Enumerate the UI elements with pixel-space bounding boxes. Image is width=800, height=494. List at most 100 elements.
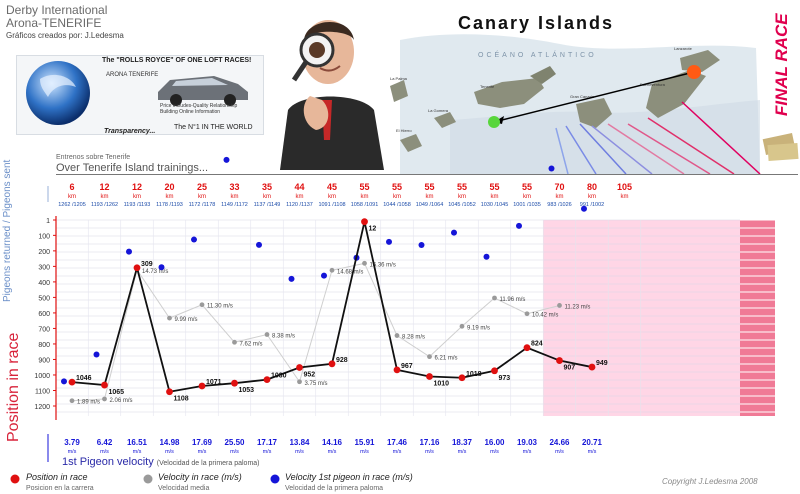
velocity-point bbox=[492, 295, 497, 301]
legend-velocity-marker bbox=[143, 474, 153, 484]
map-ocean-label: OCÉANO ATLÁNTICO bbox=[478, 52, 597, 59]
legend-position-label: Position in race bbox=[26, 472, 88, 482]
copyright: Copyright J.Ledesma 2008 bbox=[662, 477, 758, 486]
velocity-data-label: 1.89 m/s bbox=[77, 400, 100, 406]
velocity-point bbox=[394, 333, 400, 338]
distance-unit: km bbox=[523, 194, 531, 200]
canary-islands-map: Tenerife La Gomera Gran Canaria Fuerteve… bbox=[390, 0, 766, 174]
ad-logo-text: ARONA TENERIFE bbox=[106, 72, 159, 78]
velocity-data-label: 3.75 m/s bbox=[305, 381, 328, 387]
distance-label: 25 bbox=[197, 182, 207, 192]
first-velocity-unit: m/s bbox=[393, 449, 402, 455]
distance-unit: km bbox=[263, 194, 271, 200]
first-velocity-value: 19.03 bbox=[517, 438, 538, 447]
position-data-label: 1108 bbox=[174, 396, 189, 403]
first-velocity-point bbox=[158, 264, 165, 271]
pigeons-label: 1193 /1262 bbox=[91, 202, 118, 208]
globe-icon bbox=[26, 61, 90, 125]
distance-unit: km bbox=[491, 194, 499, 200]
position-data-label: 973 bbox=[499, 375, 511, 382]
first-velocity-point bbox=[256, 241, 262, 248]
map-label-fuerteventura: Fuerteventura bbox=[640, 82, 666, 87]
trainings-title: Over Tenerife Island trainings... bbox=[56, 162, 209, 174]
first-velocity-unit: m/s bbox=[100, 449, 109, 455]
first-velocity-value: 17.16 bbox=[419, 438, 440, 447]
legend-position-sub: Posicion en la carrera bbox=[26, 485, 94, 492]
distance-label: 12 bbox=[99, 182, 109, 192]
first-velocity-unit: m/s bbox=[458, 449, 467, 455]
velocity-data-label: 2.06 m/s bbox=[110, 398, 133, 404]
position-point bbox=[556, 357, 563, 364]
pigeons-label: 1149 /1172 bbox=[221, 202, 248, 208]
distance-label: 55 bbox=[424, 182, 434, 192]
distance-unit: km bbox=[556, 194, 564, 200]
distance-unit: km bbox=[68, 194, 76, 200]
first-velocity-sublabel: (Velocidad de la primera paloma) bbox=[156, 460, 260, 467]
position-point bbox=[101, 381, 108, 389]
map-title: Canary Islands bbox=[458, 13, 615, 33]
legend-first-velocity: Velocity 1st pigeon in race (m/s) Veloci… bbox=[285, 472, 413, 494]
legend-first-velocity-marker bbox=[270, 474, 280, 484]
distance-unit: km bbox=[458, 194, 466, 200]
ad-transparency: Transparency... bbox=[104, 128, 156, 135]
header-credit: Gráficos creados por: J.Ledesma bbox=[6, 31, 124, 40]
first-velocity-point bbox=[483, 253, 490, 260]
velocity-data-label: 15.36 m/s bbox=[370, 262, 396, 268]
legend-position: Position in race Posicion en la carrera bbox=[26, 472, 94, 494]
car-icon bbox=[158, 76, 248, 106]
velocity-data-label: 9.99 m/s bbox=[175, 317, 198, 323]
velocity-data-label: 10.42 m/s bbox=[532, 313, 558, 319]
position-point bbox=[296, 364, 303, 371]
position-data-label: 824 bbox=[531, 341, 543, 348]
position-data-label: 1018 bbox=[466, 371, 482, 378]
velocity-point bbox=[557, 303, 562, 308]
first-velocity-title: 1st Pigeon velocity (Velocidad de la pri… bbox=[62, 456, 260, 468]
y-tick-label: 200 bbox=[38, 249, 50, 256]
velocity-point bbox=[199, 302, 205, 308]
velocity-point bbox=[459, 323, 465, 329]
first-velocity-point bbox=[61, 378, 67, 385]
pigeons-label: 1091 /1108 bbox=[318, 202, 345, 208]
pigeons-label: 991 /1002 bbox=[580, 202, 604, 208]
map-label-gomera: La Gomera bbox=[428, 108, 449, 113]
first-velocity-value: 16.00 bbox=[484, 438, 505, 447]
y-tick-label: 800 bbox=[38, 342, 50, 349]
distance-unit: km bbox=[198, 194, 206, 200]
first-velocity-unit: m/s bbox=[555, 449, 564, 455]
final-race-zone bbox=[543, 220, 775, 416]
y-tick-label: 700 bbox=[38, 326, 50, 333]
pigeons-label: 1137 /1149 bbox=[254, 202, 281, 208]
distance-label: 35 bbox=[262, 182, 272, 192]
first-velocity-point bbox=[516, 222, 522, 229]
legend-first-velocity-label: Velocity 1st pigeon in race (m/s) bbox=[285, 472, 413, 482]
distance-label: 20 bbox=[164, 182, 174, 192]
velocity-data-label: 8.28 m/s bbox=[402, 335, 425, 341]
y-tick-label: 1000 bbox=[34, 373, 50, 380]
first-velocity-point bbox=[288, 275, 295, 282]
pigeons-label: 1178 /1193 bbox=[156, 202, 183, 208]
position-data-label: 1046 bbox=[76, 375, 92, 382]
first-velocity-value: 15.91 bbox=[354, 438, 375, 447]
y-tick-label: 1200 bbox=[34, 404, 50, 411]
final-race-band bbox=[740, 220, 775, 416]
first-velocity-point bbox=[548, 165, 555, 172]
first-velocity-value: 17.69 bbox=[192, 438, 213, 447]
y-tick-label: 100 bbox=[38, 233, 50, 240]
velocity-point bbox=[264, 332, 270, 337]
first-velocity-unit: m/s bbox=[198, 449, 207, 455]
pigeons-label: 1049 /1064 bbox=[416, 202, 444, 208]
map-label-gran-canaria: Gran Canaria bbox=[570, 94, 595, 99]
position-data-label: 907 bbox=[564, 365, 576, 372]
first-velocity-unit: m/s bbox=[165, 449, 174, 455]
distance-unit: km bbox=[621, 194, 629, 200]
distance-label: 55 bbox=[457, 182, 467, 192]
velocity-point bbox=[362, 260, 367, 266]
distance-unit: km bbox=[328, 194, 336, 200]
legend-velocity-sub: Velocidad media bbox=[158, 485, 210, 492]
position-point bbox=[198, 382, 206, 390]
first-velocity-value: 6.42 bbox=[97, 438, 113, 447]
pigeons-label: 1044 /1058 bbox=[383, 202, 411, 208]
first-velocity-value: 18.37 bbox=[452, 438, 473, 447]
y-tick-label: 600 bbox=[38, 311, 50, 318]
